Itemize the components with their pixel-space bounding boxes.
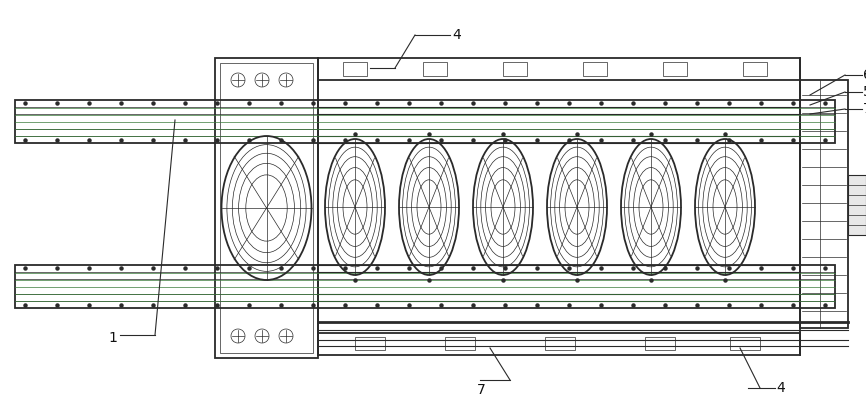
Bar	[800, 80, 848, 328]
Text: 7: 7	[476, 383, 485, 397]
Bar	[663, 62, 687, 76]
Text: 4: 4	[452, 28, 461, 42]
Bar	[318, 333, 800, 355]
Text: 1: 1	[108, 331, 117, 345]
Bar	[220, 63, 313, 353]
Bar	[545, 337, 575, 350]
Bar	[848, 175, 866, 235]
Bar	[743, 62, 767, 76]
Bar	[15, 265, 835, 308]
Text: 71: 71	[863, 102, 866, 116]
Bar	[445, 337, 475, 350]
Bar	[583, 62, 607, 76]
Bar	[15, 100, 835, 143]
Text: 5: 5	[863, 85, 866, 99]
Bar	[318, 58, 800, 80]
Bar	[423, 62, 447, 76]
Bar	[355, 337, 385, 350]
Text: 6: 6	[863, 68, 866, 82]
Bar	[343, 62, 367, 76]
Text: 4: 4	[776, 381, 785, 395]
Bar	[645, 337, 675, 350]
Bar	[730, 337, 760, 350]
Bar	[503, 62, 527, 76]
Bar	[215, 58, 318, 358]
